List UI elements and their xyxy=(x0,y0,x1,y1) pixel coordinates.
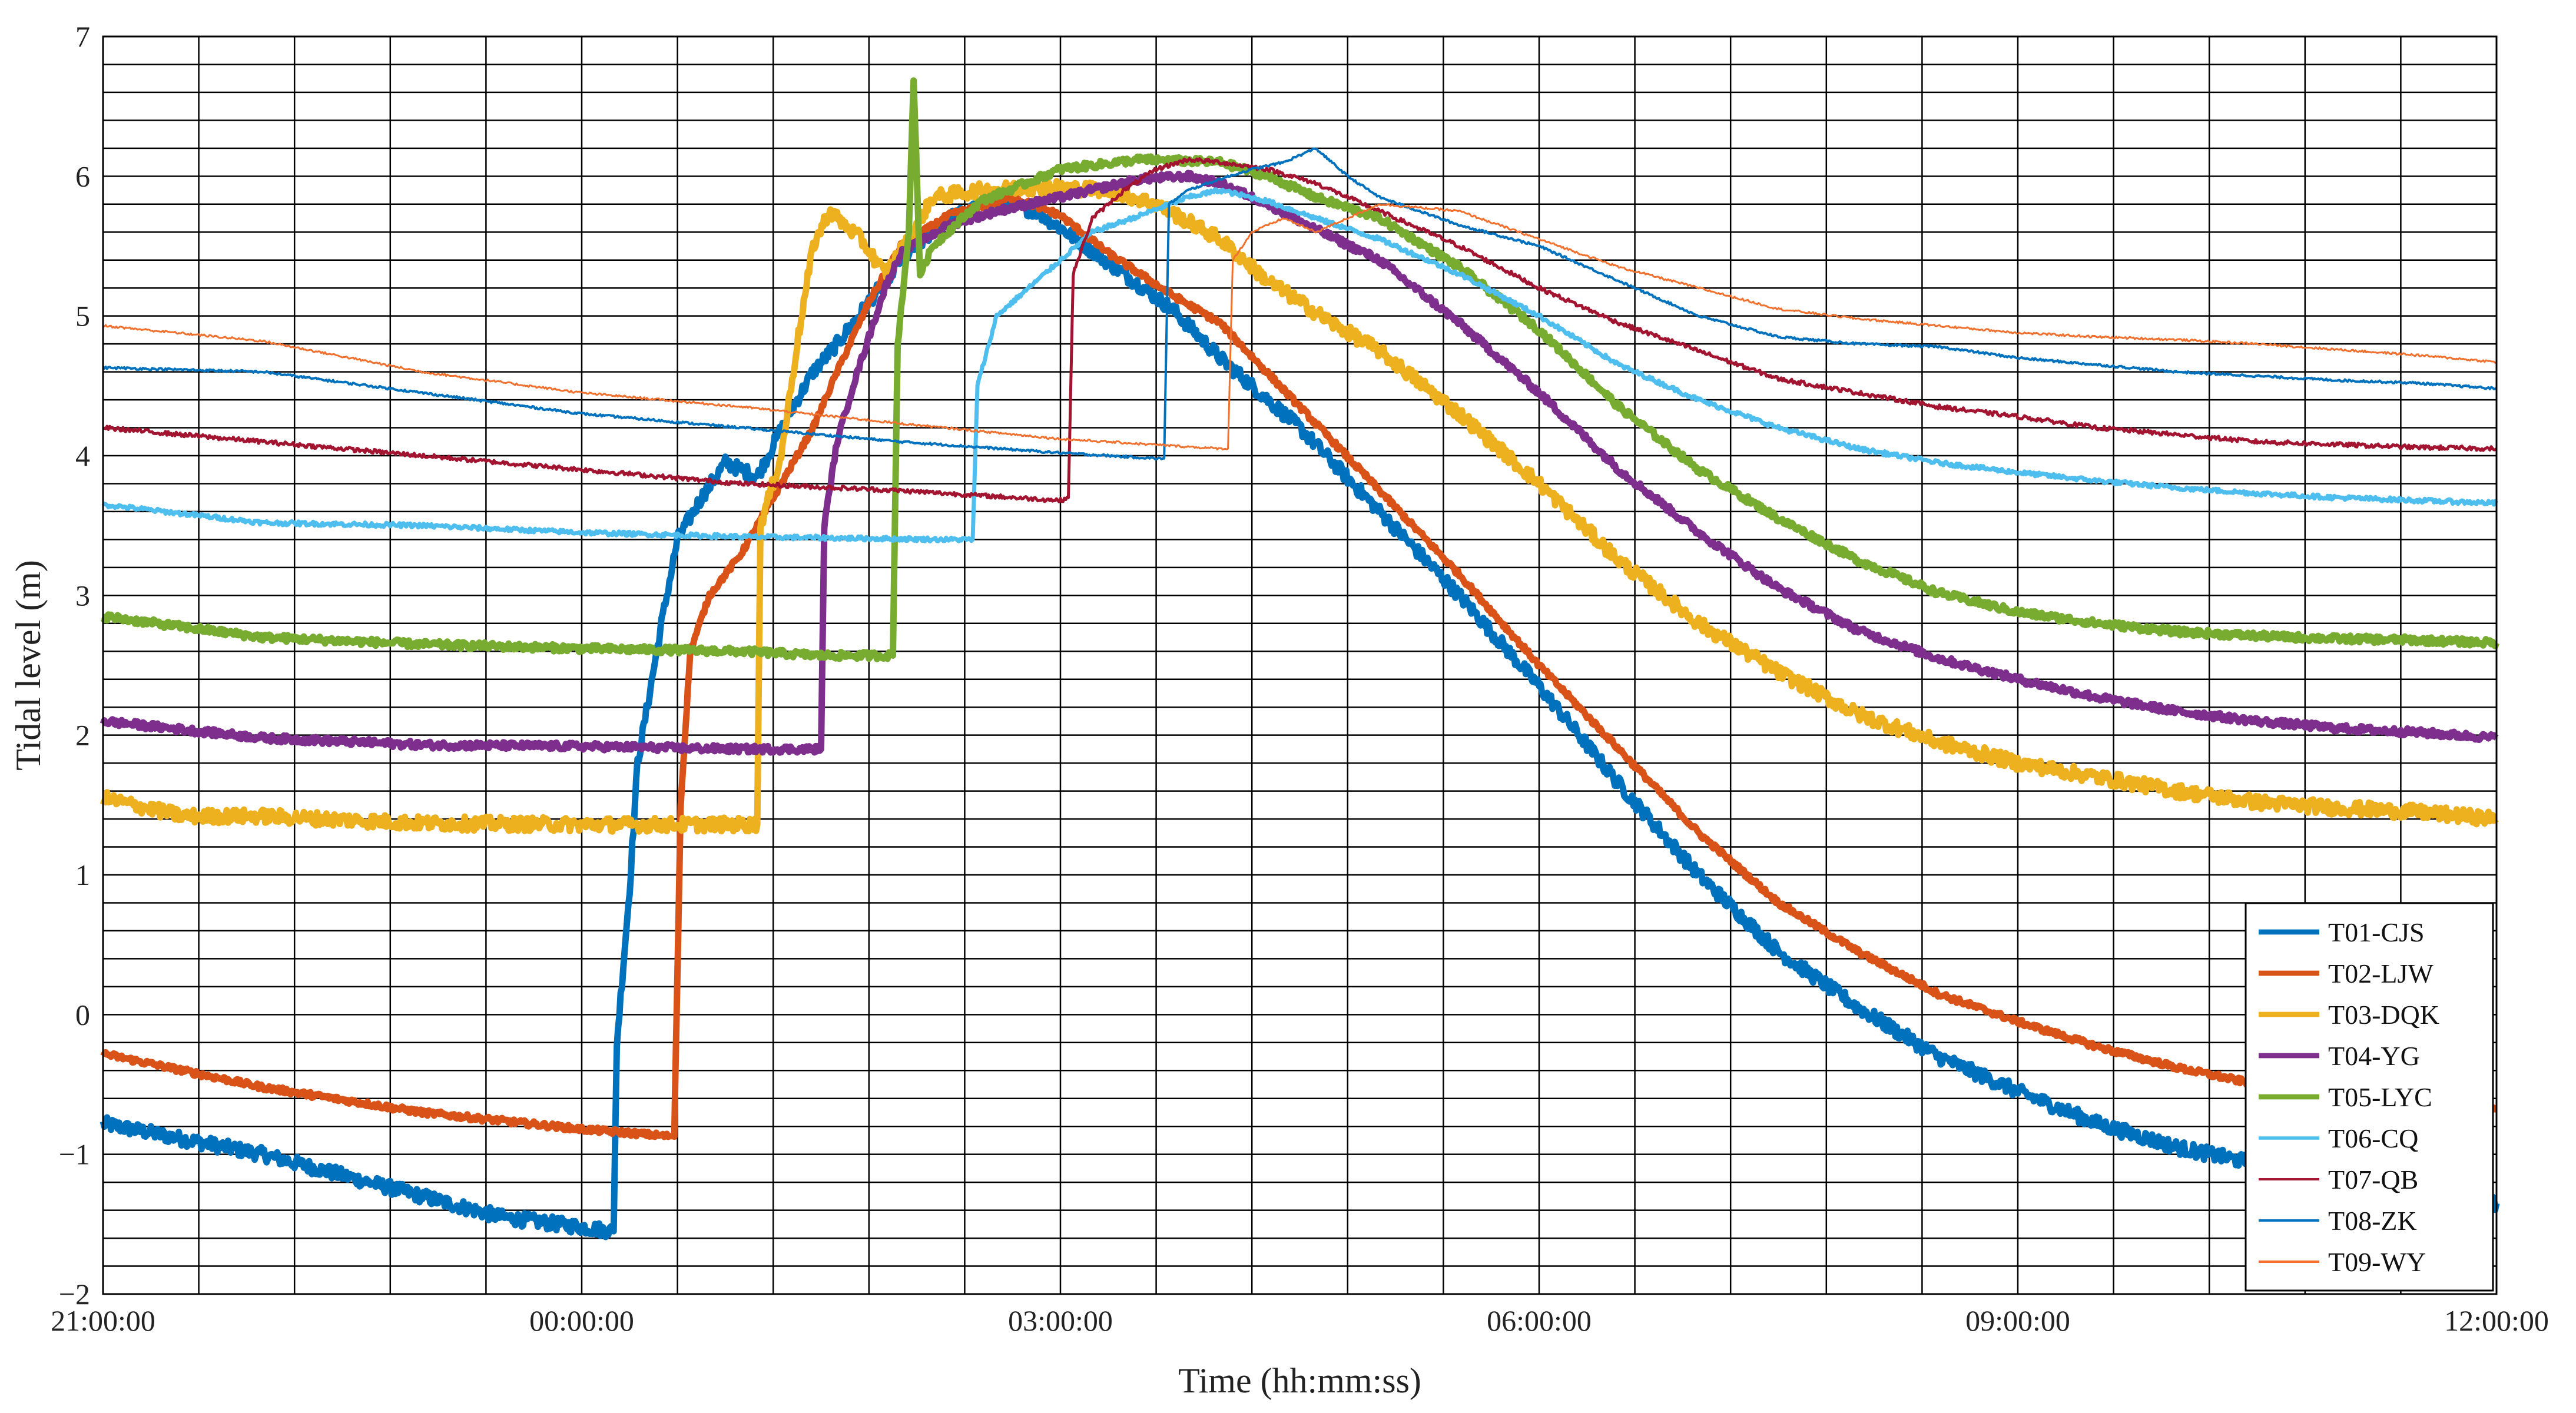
x-tick-label: 03:00:00 xyxy=(1008,1304,1113,1337)
series-line-t09-wy xyxy=(103,203,2497,451)
x-tick-label: 06:00:00 xyxy=(1487,1304,1592,1337)
series-line-t01-cjs xyxy=(100,193,2500,1240)
legend-label: T05-LYC xyxy=(2328,1082,2432,1112)
series-line-t06-cq xyxy=(101,187,2498,543)
y-tick-label: 7 xyxy=(75,20,90,53)
y-tick-label: 2 xyxy=(75,719,90,752)
legend-label: T03-DQK xyxy=(2328,1000,2439,1030)
series-line-t04-yg xyxy=(100,170,2499,756)
legend-label: T08-ZK xyxy=(2328,1206,2417,1236)
legend-label: T06-CQ xyxy=(2328,1123,2418,1153)
x-tick-labels: 21:00:00 00:00:00 03:00:00 06:00:00 09:00:00… xyxy=(51,1304,2549,1337)
y-tick-labels: −2 −1 0 1 2 3 4 5 6 7 xyxy=(59,20,90,1311)
series-lines xyxy=(100,77,2500,1240)
x-axis-title: Time (hh:mm:ss) xyxy=(1178,1361,1421,1400)
grid xyxy=(102,35,2498,1295)
legend: T01-CJS T02-LJW T03-DQK T04-YG T05-LYC T06-CQ… xyxy=(2245,902,2494,1292)
x-tick-label: 12:00:00 xyxy=(2444,1304,2549,1337)
x-tick-label: 21:00:00 xyxy=(51,1304,155,1337)
y-tick-label: 6 xyxy=(75,160,90,193)
y-tick-label: −1 xyxy=(59,1138,90,1171)
legend-label: T07-QB xyxy=(2328,1165,2418,1195)
y-tick-label: 5 xyxy=(75,300,90,333)
series-line-t05-lyc xyxy=(100,77,2500,662)
legend-label: T02-LJW xyxy=(2328,958,2434,989)
y-tick-label: 3 xyxy=(75,579,90,612)
series-line-t07-qb xyxy=(102,157,2498,503)
series-line-t03-dqk xyxy=(100,178,2499,835)
series-line-t08-zk xyxy=(102,147,2497,461)
y-tick-label: −2 xyxy=(59,1278,90,1311)
y-tick-label: 1 xyxy=(75,858,90,891)
series-line-t02-ljw xyxy=(100,193,2499,1140)
x-tick-label: 00:00:00 xyxy=(529,1304,634,1337)
plot-frame xyxy=(102,35,2498,1295)
legend-label: T01-CJS xyxy=(2328,917,2425,947)
y-tick-label: 4 xyxy=(75,439,90,472)
x-tick-label: 09:00:00 xyxy=(1965,1304,2070,1337)
legend-label: T04-YG xyxy=(2328,1041,2420,1071)
y-tick-label: 0 xyxy=(75,998,90,1031)
y-axis-title: Tidal level (m) xyxy=(9,560,48,771)
legend-label: T09-WY xyxy=(2328,1247,2426,1277)
